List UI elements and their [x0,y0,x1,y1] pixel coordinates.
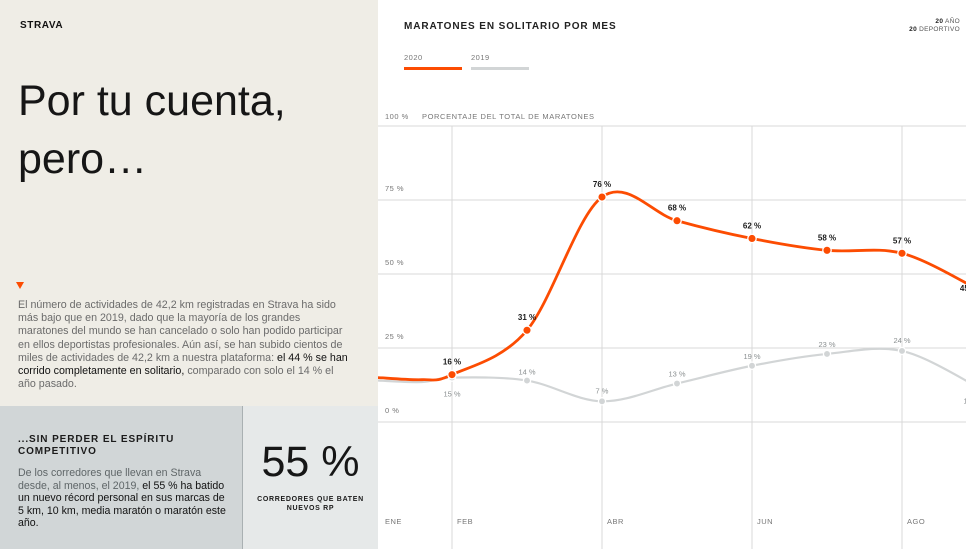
data-label-2020: 76 % [593,180,611,189]
data-point-2020 [822,245,832,256]
data-label-2019: 15 % [443,390,460,399]
competitive-text: De los corredores que llevan en Strava d… [18,467,202,492]
y-tick-label: 100 % [385,112,409,121]
data-point-2019 [822,349,832,359]
data-point-2020 [672,215,682,226]
x-tick-label: AGO [907,517,925,526]
year-badge: 20 AÑO 20 DEPORTIVO [909,18,960,34]
competitive-title: ...SIN PERDER EL ESPÍRITU COMPETITIVO [18,434,175,457]
x-tick-label: ENE [385,517,402,526]
legend-swatch-2020[interactable] [404,67,462,70]
year-badge-line-1: 20 AÑO [935,18,960,25]
series-line-2020 [378,190,966,382]
stat-value: 55 % [261,438,360,486]
data-label-2020: 62 % [743,221,761,230]
chart-title: MARATONES EN SOLITARIO POR MES [404,21,617,32]
data-point-2020 [522,325,532,336]
y-tick-label: 50 % [385,258,404,267]
panel-divider [242,406,243,549]
data-label-2020: 68 % [668,204,686,213]
x-tick-label: FEB [457,517,473,526]
intro-paragraph: El número de actividades de 42,2 km regi… [18,299,350,391]
page-headline: Por tu cuenta, pero… [18,77,286,183]
x-tick-label: ABR [607,517,624,526]
data-label-2019: 12 % [963,396,966,405]
data-point-2020 [747,233,757,244]
intro-highlight: el 44 % se han corrido completamente en … [18,351,348,378]
data-point-2020 [897,248,907,259]
year-badge-line-2: 20 DEPORTIVO [909,26,960,33]
y-tick-label: 75 % [385,184,404,193]
data-label-2020: 31 % [518,313,536,322]
stat-label: CORREDORES QUE BATEN NUEVOS RP [257,496,364,512]
data-point-2019 [597,397,607,406]
data-label-2019: 14 % [518,368,535,377]
data-label-2020: 57 % [893,236,911,245]
data-label-2020: 58 % [818,233,836,242]
legend-label-2020[interactable]: 2020 [404,53,423,62]
data-label-2019: 23 % [818,340,835,349]
intro-text: El número de actividades de 42,2 km regi… [18,299,343,364]
data-point-2019 [522,376,532,385]
x-tick-label: JUN [757,517,773,526]
strava-logo[interactable]: STRAVA [20,20,64,31]
competitive-panel [0,406,243,549]
data-label-2019: 24 % [893,336,910,345]
data-point-2019 [897,346,907,356]
competitive-highlight: el 55 % ha batido un nuevo récord person… [18,479,226,530]
intro-tail: comparado con solo el 14 % el año pasado… [18,365,334,391]
triangle-marker-icon [16,282,24,289]
data-label-2019: 7 % [596,386,609,395]
legend-swatch-2019[interactable] [471,67,529,70]
data-point-2020 [597,192,607,202]
data-label-2019: 19 % [743,352,760,361]
line-chart: 0 % 25 % 50 % 75 % 100 % PORCENTAJE DEL TOTAL… [378,112,966,549]
data-point-2020 [447,369,457,380]
y-tick-label: 25 % [385,332,404,341]
y-axis-title: PORCENTAJE DEL TOTAL DE MARATONES [422,112,595,121]
competitive-paragraph: De los corredores que llevan en Strava d… [18,467,233,530]
data-point-2019 [672,379,682,388]
y-tick-label: 0 % [385,406,399,415]
data-label-2019: 13 % [668,370,685,379]
data-label-2020: 45 % [960,284,966,293]
data-label-2020: 16 % [443,358,461,367]
story-panel [0,0,378,406]
stat-panel [243,406,378,549]
data-point-2019 [747,361,757,371]
legend-label-2019[interactable]: 2019 [471,53,490,62]
